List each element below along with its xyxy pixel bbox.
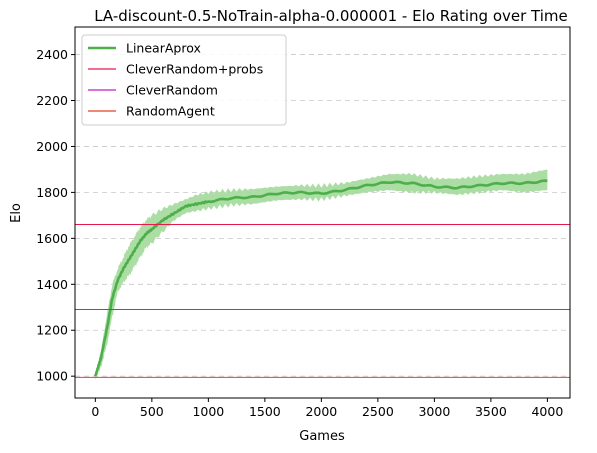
legend-box (81, 34, 287, 126)
y-tick-label: 2400 (36, 47, 68, 62)
x-tick-label: 2500 (362, 404, 394, 419)
x-tick-label: 500 (140, 404, 164, 419)
x-axis-label: Games (299, 429, 345, 444)
y-axis-label: Elo (9, 203, 24, 223)
series-line-linearaprox (94, 179, 548, 377)
x-tick-label: 1000 (192, 404, 224, 419)
plot-area (75, 169, 570, 379)
x-axis-ticks: 0 500 1000 1500 2000 2500 3000 3500 4000 (91, 398, 563, 419)
y-tick-label: 1200 (36, 323, 68, 338)
y-tick-label: 1400 (36, 277, 68, 292)
x-tick-label: 3000 (418, 404, 450, 419)
x-tick-label: 2000 (305, 404, 337, 419)
x-tick-label: 4000 (531, 404, 563, 419)
legend-label: CleverRandom+probs (126, 62, 263, 77)
chart-title: LA-discount-0.5-NoTrain-alpha-0.000001 -… (94, 7, 568, 25)
legend-label: CleverRandom (126, 83, 218, 98)
y-tick-label: 2200 (36, 93, 68, 108)
y-tick-label: 1000 (36, 369, 68, 384)
legend-label: RandomAgent (126, 104, 215, 119)
legend-label: LinearAprox (126, 41, 201, 56)
y-tick-label: 1600 (36, 231, 68, 246)
confidence-band (95, 169, 548, 379)
x-tick-label: 0 (91, 404, 99, 419)
x-tick-label: 3500 (475, 404, 507, 419)
y-tick-label: 2000 (36, 139, 68, 154)
legend: LinearAprox CleverRandom+probs CleverRando… (81, 34, 287, 126)
x-tick-label: 1500 (249, 404, 281, 419)
y-tick-label: 1800 (36, 185, 68, 200)
axes-frame (74, 26, 571, 399)
y-axis-ticks: 1000 1200 1400 1600 1800 2000 2200 2400 (36, 47, 75, 384)
